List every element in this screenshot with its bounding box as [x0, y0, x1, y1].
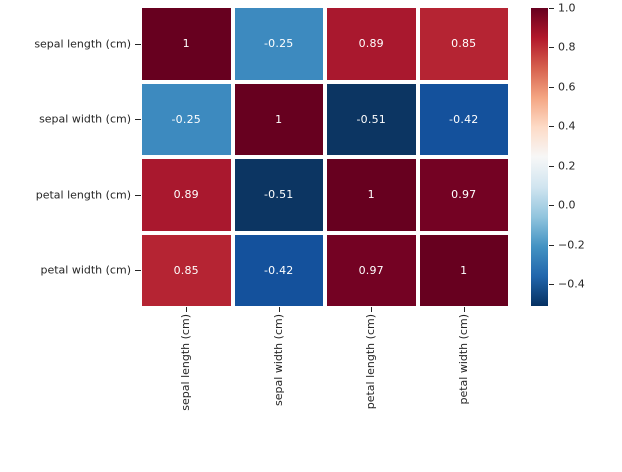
- colorbar-tick-mark: [549, 8, 554, 9]
- y-tick-label: petal width (cm): [40, 263, 131, 277]
- heatmap-cell: -0.25: [234, 8, 323, 80]
- colorbar-tick-label: 0.2: [558, 159, 576, 173]
- heatmap-cell: -0.42: [419, 83, 508, 155]
- y-tick-mark: [135, 119, 141, 121]
- colorbar-tick-mark: [549, 126, 554, 127]
- colorbar-tick-label: 0.8: [558, 40, 576, 54]
- heatmap-cell: 1: [234, 83, 323, 155]
- cell-value: 0.89: [358, 37, 384, 51]
- heatmap-cell: 0.85: [419, 8, 508, 80]
- heatmap-cell: -0.51: [327, 83, 416, 155]
- colorbar-tick-label: 0.4: [558, 119, 576, 133]
- cell-value: -0.25: [171, 112, 201, 126]
- colorbar-tick-label: −0.4: [558, 277, 585, 291]
- x-tick-label: petal width (cm): [456, 314, 470, 405]
- colorbar-tick-mark: [549, 245, 554, 246]
- x-tick-mark: [278, 307, 280, 312]
- y-tick-mark: [135, 194, 141, 196]
- colorbar-tick-label: −0.2: [558, 238, 585, 252]
- colorbar-tick-mark: [549, 87, 554, 88]
- cell-value: 0.89: [173, 188, 199, 202]
- cell-value: 1: [460, 263, 468, 277]
- cell-value: 1: [182, 37, 190, 51]
- cell-value: 0.85: [173, 263, 199, 277]
- y-tick-label: petal length (cm): [35, 188, 131, 202]
- colorbar-tick-mark: [549, 47, 554, 48]
- y-tick-label: sepal width (cm): [39, 112, 131, 126]
- colorbar-tick-mark: [549, 284, 554, 285]
- y-tick-mark: [135, 43, 141, 45]
- heatmap-cell: 1: [142, 8, 231, 80]
- heatmap-cell: 0.85: [142, 234, 231, 306]
- heatmap-cell: 1: [327, 159, 416, 231]
- cell-value: -0.51: [356, 112, 386, 126]
- x-tick-mark: [371, 307, 373, 312]
- cell-value: 1: [275, 112, 283, 126]
- heatmap-cell: -0.42: [234, 234, 323, 306]
- colorbar-tick-mark: [549, 205, 554, 206]
- cell-value: -0.25: [264, 37, 294, 51]
- y-tick-label: sepal length (cm): [34, 37, 131, 51]
- x-tick-mark: [463, 307, 465, 312]
- y-tick-mark: [135, 270, 141, 272]
- x-tick-mark: [186, 307, 188, 312]
- x-tick-label: petal length (cm): [364, 314, 378, 410]
- cell-value: 0.97: [358, 263, 384, 277]
- x-tick-label: sepal length (cm): [179, 314, 193, 411]
- heatmap-cell: -0.25: [142, 83, 231, 155]
- cell-value: -0.51: [264, 188, 294, 202]
- cell-value: -0.42: [449, 112, 479, 126]
- cell-value: 0.85: [451, 37, 477, 51]
- x-tick-label: sepal width (cm): [271, 314, 285, 406]
- heatmap-cell: 1: [419, 234, 508, 306]
- colorbar-tick-mark: [549, 166, 554, 167]
- colorbar-tick-label: 1.0: [558, 1, 576, 15]
- cell-value: -0.42: [264, 263, 294, 277]
- heatmap-cell: -0.51: [234, 159, 323, 231]
- heatmap-cell: 0.89: [327, 8, 416, 80]
- colorbar: [531, 8, 548, 306]
- heatmap-grid: 1 -0.25 0.89 0.85 -0.25 1 -0.51 -0.42 0.89 -0.51 1…: [142, 8, 508, 306]
- cell-value: 0.97: [451, 188, 477, 202]
- heatmap-cell: 0.97: [327, 234, 416, 306]
- colorbar-tick-label: 0.6: [558, 80, 576, 94]
- heatmap-cell: 0.97: [419, 159, 508, 231]
- colorbar-tick-label: 0.0: [558, 198, 576, 212]
- heatmap-cell: 0.89: [142, 159, 231, 231]
- cell-value: 1: [367, 188, 375, 202]
